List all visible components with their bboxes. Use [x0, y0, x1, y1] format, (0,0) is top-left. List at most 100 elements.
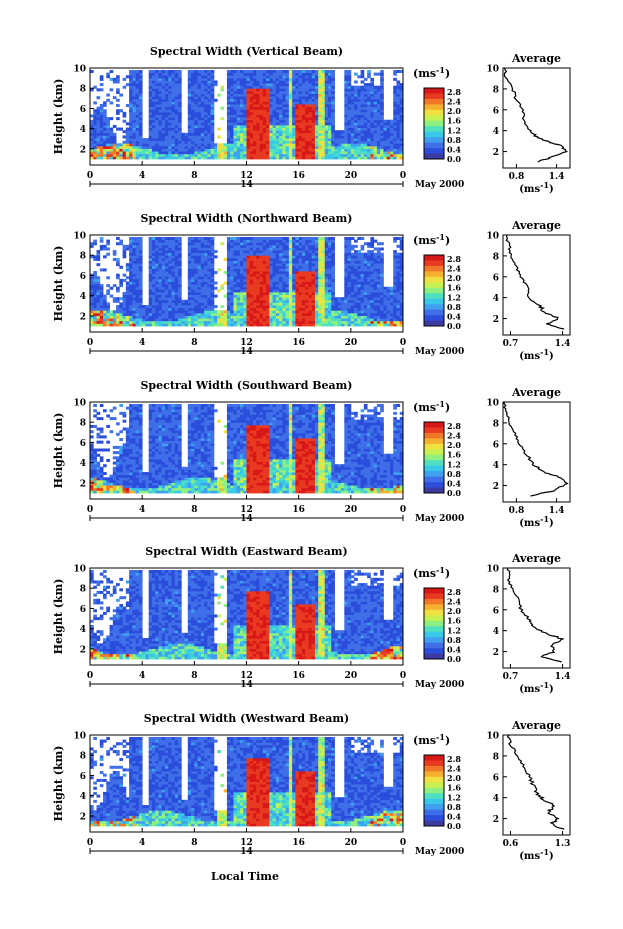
heatmap-cell — [269, 244, 273, 248]
heatmap-cell — [178, 291, 182, 295]
heatmap-cell — [119, 310, 123, 314]
heatmap-cell — [324, 145, 329, 149]
heatmap-cell — [256, 93, 260, 97]
heatmap-cell — [292, 83, 296, 87]
heatmap-cell — [243, 75, 247, 79]
heatmap-cell — [226, 90, 231, 94]
heatmap-cell — [318, 291, 322, 295]
heatmap-cell — [236, 130, 241, 134]
profile-x-tick-label: 0.8 — [509, 172, 525, 182]
heatmap-cell — [262, 135, 267, 139]
heatmap-cell — [331, 265, 335, 269]
heatmap-cell — [138, 111, 143, 115]
heatmap-cell — [279, 315, 283, 319]
heatmap-cell — [298, 101, 303, 105]
heatmap-cell — [223, 323, 228, 327]
heatmap-cell — [337, 148, 342, 152]
heatmap-cell — [207, 130, 212, 134]
heatmap-cell — [207, 284, 212, 288]
heatmap-cell — [363, 98, 368, 102]
heatmap-cell — [288, 252, 293, 256]
heatmap-cell — [138, 242, 143, 246]
heatmap-cell — [233, 135, 238, 139]
heatmap-cell — [239, 250, 244, 254]
heatmap-cell — [246, 255, 251, 259]
heatmap-cell — [171, 323, 176, 327]
heatmap-cell — [344, 119, 348, 123]
heatmap-cell — [249, 80, 254, 84]
heatmap-cell — [253, 237, 257, 241]
heatmap-cell — [266, 98, 270, 102]
heatmap-cell — [168, 132, 172, 136]
heatmap-cell — [155, 124, 159, 128]
heatmap-cell — [194, 273, 198, 277]
heatmap-cell — [301, 109, 306, 113]
heatmap-cell — [298, 106, 303, 110]
heatmap-cell — [256, 284, 260, 288]
heatmap-cell — [200, 90, 205, 94]
heatmap-cell — [262, 284, 267, 288]
heatmap-cell — [282, 127, 287, 131]
heatmap-cell — [197, 294, 202, 298]
heatmap-cell — [357, 156, 362, 160]
heatmap-cell — [246, 104, 251, 108]
heatmap-cell — [236, 88, 241, 92]
heatmap-cell — [324, 252, 329, 256]
heatmap-cell — [129, 252, 133, 256]
heatmap-cell — [249, 104, 254, 108]
heatmap-cell — [318, 122, 322, 126]
heatmap-cell — [226, 312, 231, 316]
heatmap-cell — [151, 250, 156, 254]
heatmap-cell — [275, 145, 280, 149]
heatmap-cell — [207, 318, 212, 322]
heatmap-cell — [288, 297, 293, 301]
heatmap-cell — [132, 242, 137, 246]
heatmap-cell — [148, 83, 153, 87]
heatmap-cell — [135, 273, 140, 277]
heatmap-cell — [370, 117, 375, 121]
heatmap-cell — [367, 151, 371, 155]
heatmap-cell — [256, 101, 260, 105]
heatmap-cell — [354, 124, 358, 128]
heatmap-cell — [253, 122, 257, 126]
heatmap-cell — [194, 299, 198, 303]
heatmap-cell — [354, 114, 358, 118]
heatmap-cell — [370, 124, 375, 128]
heatmap-cell — [161, 276, 166, 280]
heatmap-cell — [164, 90, 169, 94]
heatmap-cell — [279, 127, 283, 131]
heatmap-cell — [253, 255, 257, 259]
heatmap-cell — [129, 299, 133, 303]
heatmap-cell — [318, 117, 322, 121]
heatmap-cell — [155, 80, 159, 84]
profile-y-tick-label: 10 — [486, 65, 499, 75]
heatmap-cell — [174, 318, 179, 322]
heatmap-cell — [103, 299, 107, 303]
heatmap-cell — [272, 106, 277, 110]
heatmap-cell — [321, 145, 326, 149]
heatmap-cell — [171, 83, 176, 87]
heatmap-cell — [148, 140, 153, 144]
heatmap-cell — [207, 70, 212, 74]
heatmap-cell — [168, 302, 172, 306]
heatmap-cell — [321, 104, 326, 108]
heatmap-cell — [135, 291, 140, 295]
heatmap-cell — [380, 88, 384, 92]
heatmap-cell — [142, 153, 146, 157]
heatmap-cell — [376, 130, 381, 134]
heatmap-cell — [191, 145, 195, 149]
heatmap-cell — [187, 70, 192, 74]
heatmap-cell — [178, 260, 182, 264]
heatmap-cell — [168, 156, 172, 160]
heatmap-cell — [396, 93, 401, 97]
heatmap-cell — [155, 281, 159, 285]
heatmap-cell — [272, 289, 277, 293]
heatmap-cell — [288, 101, 293, 105]
heatmap-cell — [314, 247, 319, 251]
heatmap-cell — [246, 143, 251, 147]
heatmap-cell — [292, 265, 296, 269]
heatmap-cell — [236, 284, 241, 288]
heatmap-cell — [272, 294, 277, 298]
heatmap-cell — [93, 294, 97, 298]
heatmap-cell — [200, 145, 205, 149]
